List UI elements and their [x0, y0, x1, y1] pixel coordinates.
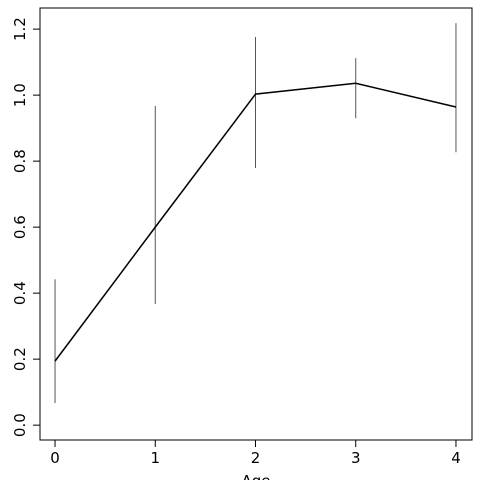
- x-tick-label: 1: [150, 449, 160, 467]
- x-tick-label: 4: [451, 449, 461, 467]
- y-tick-label: 0.6: [11, 215, 29, 239]
- plot-frame: [39, 7, 473, 441]
- y-tick-label: 0.4: [11, 281, 29, 305]
- x-axis-label: Age: [241, 472, 270, 480]
- y-tick-label: 0.8: [11, 149, 29, 173]
- x-tick-label: 2: [251, 449, 261, 467]
- y-tick-label: 0.2: [11, 347, 29, 371]
- x-tick-label: 3: [351, 449, 361, 467]
- y-tick-label: 0.0: [11, 413, 29, 437]
- x-tick-label: 0: [50, 449, 60, 467]
- y-tick-label: 1.0: [11, 83, 29, 107]
- line: [54, 82, 457, 362]
- y-tick-label: 1.2: [11, 17, 29, 41]
